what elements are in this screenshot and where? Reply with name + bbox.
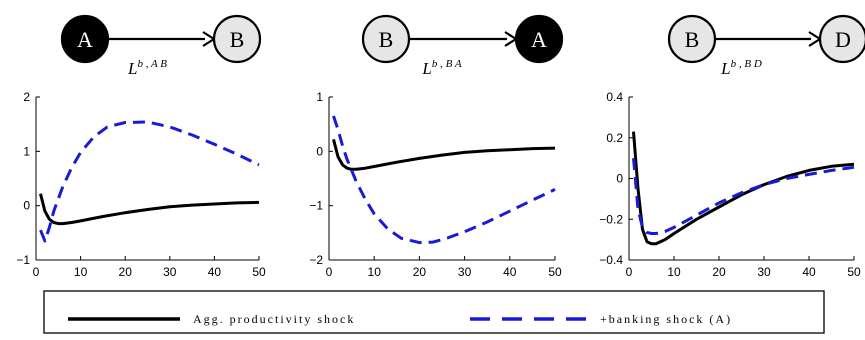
panel-title: Lb , B D [720, 58, 762, 78]
series-line-banking-shock [332, 115, 556, 245]
network-node: B [361, 14, 411, 64]
network-arrow [715, 31, 823, 47]
network-node: A [514, 14, 564, 64]
network-node: B [667, 14, 717, 64]
network-node-label: B [230, 27, 245, 52]
y-tick-label: 0 [316, 144, 323, 158]
x-tick-label: 40 [208, 265, 222, 279]
x-tick-label: 0 [33, 265, 40, 279]
network-node: A [60, 14, 110, 64]
x-tick-label: 20 [119, 265, 133, 279]
chart-panel: B A Lb , B A 0 10 20 30 40 50 −2 −1 0 1 [309, 14, 564, 279]
y-tick-label: 2 [23, 90, 30, 104]
x-tick-label: 40 [503, 265, 517, 279]
x-tick-label: 50 [252, 265, 266, 279]
chart-panel: B D Lb , B D 0 10 20 30 40 50 −0.4 −0.2 0 0.2 0.4 [599, 14, 865, 279]
x-tick-label: 10 [368, 265, 382, 279]
legend-label-productivity: Agg. productivity shock [193, 312, 355, 326]
x-tick-label: 10 [667, 265, 681, 279]
series-line-banking-shock [632, 157, 855, 235]
network-node-label: D [835, 27, 851, 52]
x-tick-label: 50 [548, 265, 562, 279]
x-tick-label: 50 [847, 265, 861, 279]
series-line-productivity-shock [332, 139, 556, 171]
y-tick-label: −0.2 [599, 212, 623, 226]
y-tick-label: 0.2 [606, 131, 623, 145]
axes: 0 10 20 30 40 50 −0.4 −0.2 0 0.2 0.4 [599, 90, 861, 279]
y-tick-label: −2 [309, 253, 323, 267]
network-node: D [818, 14, 865, 64]
network-node-label: A [77, 27, 93, 52]
panel-title: Lb , B A [421, 58, 461, 78]
y-tick-label: 0.4 [606, 90, 623, 104]
series-line-productivity-shock [39, 193, 260, 226]
x-tick-label: 10 [74, 265, 88, 279]
network-arrow [409, 31, 519, 47]
y-tick-label: −1 [16, 253, 30, 267]
y-tick-label: −1 [309, 199, 323, 213]
panel-title: Lb , A B [127, 58, 167, 78]
legend-box [43, 290, 825, 334]
y-tick-label: 1 [316, 90, 323, 104]
y-tick-label: 0 [616, 172, 623, 186]
axes: 0 10 20 30 40 50 −2 −1 0 1 [309, 90, 562, 279]
y-tick-label: 0 [23, 199, 30, 213]
network-node-label: B [685, 27, 700, 52]
network-node: B [212, 14, 262, 64]
y-tick-label: 1 [23, 144, 30, 158]
x-tick-label: 0 [626, 265, 633, 279]
x-tick-label: 40 [802, 265, 816, 279]
x-tick-label: 20 [712, 265, 726, 279]
x-tick-label: 20 [413, 265, 427, 279]
legend-label-banking: +banking shock (A) [600, 312, 732, 326]
network-arrow [108, 31, 217, 47]
y-tick-label: −0.4 [599, 253, 623, 267]
legend: Agg. productivity shock +banking shock (… [43, 290, 825, 334]
series-line-productivity-shock [632, 131, 855, 246]
network-node-label: A [531, 27, 547, 52]
network-node-label: B [379, 27, 394, 52]
x-tick-label: 30 [163, 265, 177, 279]
x-tick-label: 30 [458, 265, 472, 279]
series-line-banking-shock [39, 120, 260, 243]
x-tick-label: 30 [757, 265, 771, 279]
x-tick-label: 0 [326, 265, 333, 279]
